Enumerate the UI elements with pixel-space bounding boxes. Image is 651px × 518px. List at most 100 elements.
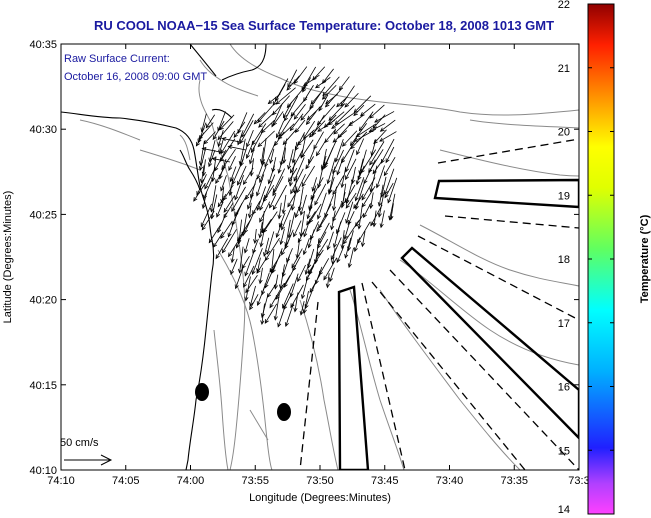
current-vector [287,149,294,170]
current-vector [288,167,298,183]
current-vector [315,140,326,157]
current-vector [331,112,354,129]
current-vector [198,147,207,171]
current-vector [212,120,225,141]
current-vector [306,105,323,121]
annotation-line-1: Raw Surface Current: [64,53,170,65]
y-tick-label: 40:25 [29,209,57,221]
current-vector [205,114,216,129]
current-vector [314,183,327,206]
x-tick-label: 74:10 [47,475,75,487]
current-vector [293,220,302,238]
current-vector [347,247,354,269]
current-vector [344,92,359,108]
current-vector [322,76,340,97]
current-vector [330,210,336,231]
current-vector [289,273,299,298]
current-vector [193,182,206,202]
current-vector [275,222,283,239]
current-vector [301,165,316,188]
x-tick-label: 73:55 [241,475,269,487]
current-vector [256,186,267,211]
current-vector [281,204,293,231]
current-vector [350,166,356,185]
current-vector [369,104,385,119]
current-vector [323,257,338,281]
current-vector [317,119,335,132]
current-vector [316,213,329,233]
current-vector [218,139,224,155]
current-vector [377,191,385,218]
current-vector [278,212,286,228]
current-vector [279,228,285,246]
buoy-marker-west [195,383,209,401]
current-vector [361,177,376,201]
scale-label: 50 cm/s [60,437,99,449]
current-vector [243,265,255,288]
current-vector [384,182,394,199]
current-vector [293,292,299,313]
current-vector [341,130,358,147]
current-vector [281,238,290,256]
current-vector [375,165,385,189]
x-tick-label: 73:40 [436,475,464,487]
current-vector [353,95,372,114]
current-vector [215,165,226,184]
x-tick-label: 74:00 [177,475,205,487]
x-tick-label: 73:3 [568,475,589,487]
current-vector [297,264,306,283]
current-vector [357,165,365,181]
current-vector [199,165,205,184]
current-vector [340,230,345,250]
current-vector [234,174,244,201]
current-vector [385,146,395,164]
current-vector [253,228,258,244]
current-vector [321,84,337,100]
plot-background [61,44,579,470]
current-vector [356,138,365,156]
y-tick-label: 40:20 [29,295,57,307]
current-vector [258,112,275,128]
current-vector [299,194,307,216]
current-vector [374,111,395,123]
current-vector [256,257,267,274]
current-vector [293,103,306,120]
current-vector [334,105,355,126]
current-vector [302,290,309,314]
current-vector [315,77,331,89]
current-vector [289,113,304,132]
current-vector [357,204,363,230]
chart-title: RU COOL NOAA−15 Sea Surface Temperature:… [94,18,554,33]
current-vector [260,119,275,134]
colorbar-tick-label: 19 [558,190,570,202]
current-vector [305,156,315,170]
current-vector [259,147,265,164]
current-vector [305,110,317,126]
current-vector [200,203,213,228]
current-vector [267,165,275,185]
x-tick-label: 73:50 [306,475,334,487]
current-vector [277,156,284,174]
current-vector [379,131,397,142]
current-vector [264,303,278,324]
current-vector [230,258,238,275]
current-vector [245,140,255,159]
current-vector [255,174,265,197]
current-vector [347,211,355,226]
current-vector [336,96,348,108]
current-vector [237,246,244,274]
current-vector [345,158,357,181]
current-vector [302,74,320,87]
current-vector [253,112,266,125]
y-axis: 40:35 40:30 40:25 40:20 40:15 40:10 [29,39,579,477]
current-vector [234,265,244,290]
current-vector [340,166,347,189]
colorbar-tick-label: 21 [558,63,570,75]
colorbar-tick-label: 18 [558,254,570,266]
current-vector [326,231,334,251]
current-vector [354,177,365,202]
current-vector [237,130,244,146]
current-vector [291,248,303,269]
colorbar-tick-label: 16 [558,382,570,394]
x-tick-label: 74:05 [112,475,140,487]
